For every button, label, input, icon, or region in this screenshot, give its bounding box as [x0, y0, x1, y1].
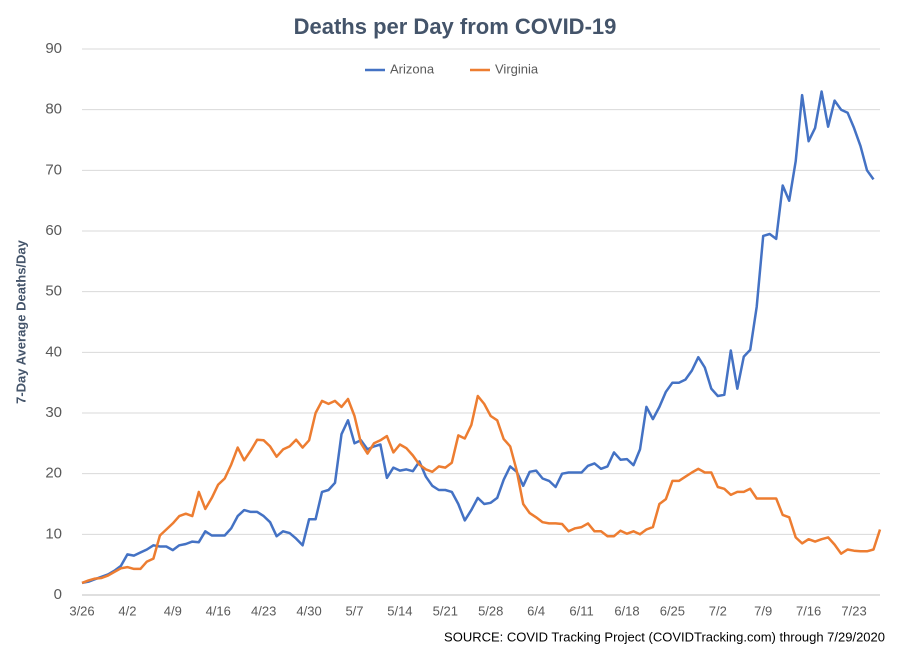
x-tick-label: 4/16: [206, 603, 231, 618]
x-tick-label: 7/23: [841, 603, 866, 618]
legend-label: Virginia: [495, 61, 539, 76]
x-tick-label: 4/30: [296, 603, 321, 618]
y-tick-label: 30: [45, 404, 62, 421]
y-tick-label: 60: [45, 222, 62, 239]
y-tick-label: 50: [45, 283, 62, 300]
x-tick-label: 6/11: [569, 603, 593, 618]
y-tick-label: 80: [45, 101, 62, 118]
x-tick-label: 4/23: [251, 603, 276, 618]
x-tick-label: 6/4: [527, 603, 545, 618]
x-tick-label: 5/21: [433, 603, 458, 618]
y-tick-label: 20: [45, 465, 62, 482]
y-tick-label: 70: [45, 161, 62, 178]
x-tick-label: 5/7: [345, 603, 363, 618]
x-tick-label: 7/9: [754, 603, 772, 618]
x-tick-label: 4/2: [118, 603, 136, 618]
x-tick-label: 3/26: [69, 603, 94, 618]
y-tick-label: 0: [54, 586, 62, 603]
x-tick-label: 7/16: [796, 603, 821, 618]
x-tick-label: 7/2: [709, 603, 727, 618]
y-tick-label: 40: [45, 343, 62, 360]
y-tick-label: 10: [45, 525, 62, 542]
chart-title: Deaths per Day from COVID-19: [294, 14, 617, 39]
x-tick-label: 6/25: [660, 603, 685, 618]
legend-label: Arizona: [390, 61, 435, 76]
series-line: [81, 394, 882, 585]
series-line: [81, 90, 875, 585]
source-note: SOURCE: COVID Tracking Project (COVIDTra…: [444, 629, 885, 644]
x-tick-label: 6/18: [614, 603, 639, 618]
y-axis-label: 7-Day Average Deaths/Day: [13, 239, 28, 404]
y-tick-label: 90: [45, 40, 62, 57]
x-tick-label: 5/28: [478, 603, 503, 618]
x-tick-label: 5/14: [387, 603, 412, 618]
x-tick-label: 4/9: [164, 603, 182, 618]
